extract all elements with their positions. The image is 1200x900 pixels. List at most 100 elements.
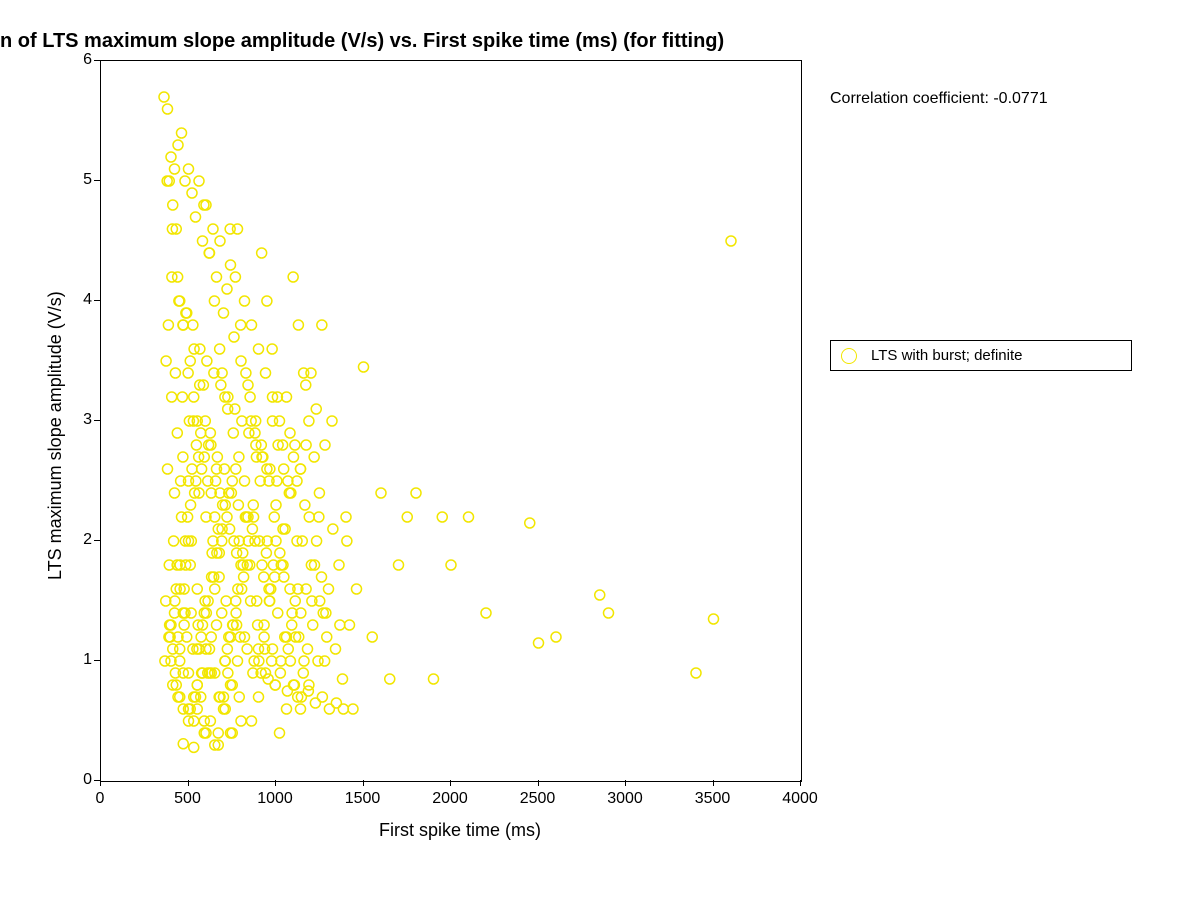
data-point [289, 452, 299, 462]
data-point [243, 380, 253, 390]
data-point [385, 674, 395, 684]
x-tick [450, 780, 451, 786]
data-point [595, 590, 605, 600]
data-point [189, 742, 199, 752]
data-point [231, 596, 241, 606]
data-point [232, 548, 242, 558]
data-point [320, 440, 330, 450]
data-point [709, 614, 719, 624]
data-point [265, 596, 275, 606]
data-point [206, 632, 216, 642]
data-point [191, 440, 201, 450]
data-point [212, 620, 222, 630]
data-point [279, 572, 289, 582]
data-point [222, 284, 232, 294]
data-point [195, 344, 205, 354]
data-point [163, 320, 173, 330]
data-point [322, 632, 332, 642]
y-tick [94, 420, 100, 421]
data-point [234, 452, 244, 462]
data-point [296, 704, 306, 714]
y-tick [94, 660, 100, 661]
data-point [270, 680, 280, 690]
x-tick-label: 0 [96, 790, 105, 808]
data-point [170, 368, 180, 378]
data-point [244, 428, 254, 438]
x-tick [625, 780, 626, 786]
data-point [189, 344, 199, 354]
data-point [172, 428, 182, 438]
data-point [206, 440, 216, 450]
data-point [301, 440, 311, 450]
y-tick [94, 780, 100, 781]
data-point [308, 620, 318, 630]
data-point [261, 548, 271, 558]
x-tick-label: 2500 [520, 790, 556, 808]
data-point [246, 596, 256, 606]
y-axis-label: LTS maximum slope amplitude (V/s) [45, 291, 66, 580]
data-point [237, 416, 247, 426]
data-point [220, 656, 230, 666]
data-point [288, 272, 298, 282]
data-point [189, 392, 199, 402]
data-point [429, 674, 439, 684]
x-tick-label: 4000 [782, 790, 818, 808]
y-tick [94, 540, 100, 541]
data-point [270, 572, 280, 582]
data-point [178, 739, 188, 749]
data-point [290, 596, 300, 606]
data-point [163, 464, 173, 474]
data-point [254, 344, 264, 354]
data-point [247, 320, 257, 330]
data-point [726, 236, 736, 246]
data-point [376, 488, 386, 498]
data-point [247, 524, 257, 534]
data-point [231, 464, 241, 474]
data-point [210, 584, 220, 594]
data-point [259, 572, 269, 582]
data-point [222, 644, 232, 654]
data-point [287, 620, 297, 630]
data-point [236, 356, 246, 366]
data-point [352, 584, 362, 594]
data-point [192, 584, 202, 594]
data-point [236, 716, 246, 726]
data-point [191, 212, 201, 222]
data-point [338, 704, 348, 714]
data-point [273, 608, 283, 618]
scatter-layer [101, 61, 801, 781]
data-point [215, 236, 225, 246]
x-tick [713, 780, 714, 786]
data-point [221, 596, 231, 606]
data-point [296, 464, 306, 474]
data-point [342, 536, 352, 546]
x-tick-label: 3500 [695, 790, 731, 808]
data-point [166, 152, 176, 162]
data-point [324, 584, 334, 594]
data-point [311, 404, 321, 414]
data-point [213, 728, 223, 738]
data-point [197, 464, 207, 474]
data-point [309, 452, 319, 462]
data-point [225, 224, 235, 234]
data-point [525, 518, 535, 528]
plot-area [100, 60, 802, 782]
data-point [208, 224, 218, 234]
data-point [254, 692, 264, 702]
data-point [229, 332, 239, 342]
data-point [159, 92, 169, 102]
data-point [534, 638, 544, 648]
data-point [301, 380, 311, 390]
data-point [196, 632, 206, 642]
x-tick-label: 500 [174, 790, 201, 808]
data-point [219, 308, 229, 318]
y-tick-label: 0 [70, 771, 92, 789]
data-point [202, 356, 212, 366]
data-point [242, 644, 252, 654]
data-point [233, 500, 243, 510]
data-point [216, 380, 226, 390]
legend-item-label: LTS with burst; definite [871, 347, 1022, 364]
y-tick-label: 2 [70, 531, 92, 549]
data-point [267, 344, 277, 354]
data-point [236, 320, 246, 330]
